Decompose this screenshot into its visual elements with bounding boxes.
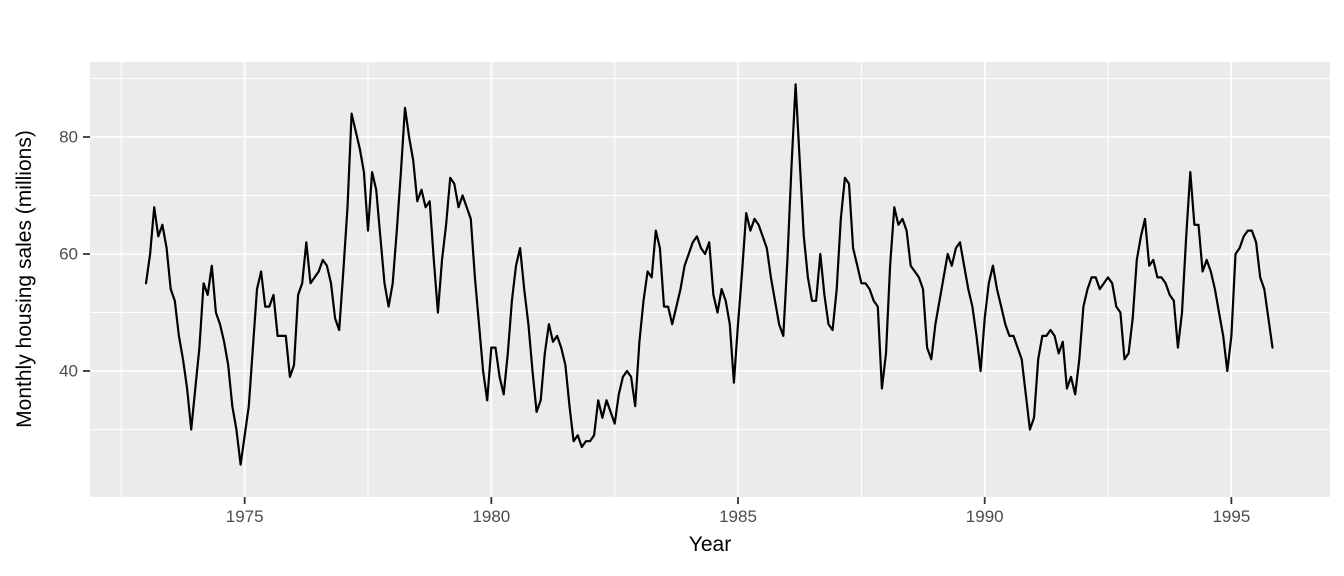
x-axis-tick-label: 1995 (1212, 507, 1251, 526)
x-axis-title: Year (688, 533, 732, 556)
y-axis-tick-label: 60 (59, 244, 78, 264)
y-axis-tick-label: 80 (59, 127, 78, 147)
x-axis-tick-label: 1990 (965, 507, 1004, 526)
x-axis-tick-label: 1975 (225, 507, 264, 526)
y-axis-tick-label: 40 (59, 361, 78, 381)
x-axis-tick-label: 1985 (719, 507, 757, 526)
y-axis-title: Monthly housing sales (millions) (13, 130, 36, 428)
panel-background (90, 62, 1330, 497)
series-line (144, 83, 1274, 466)
x-axis-tick-label: 1980 (472, 507, 511, 526)
